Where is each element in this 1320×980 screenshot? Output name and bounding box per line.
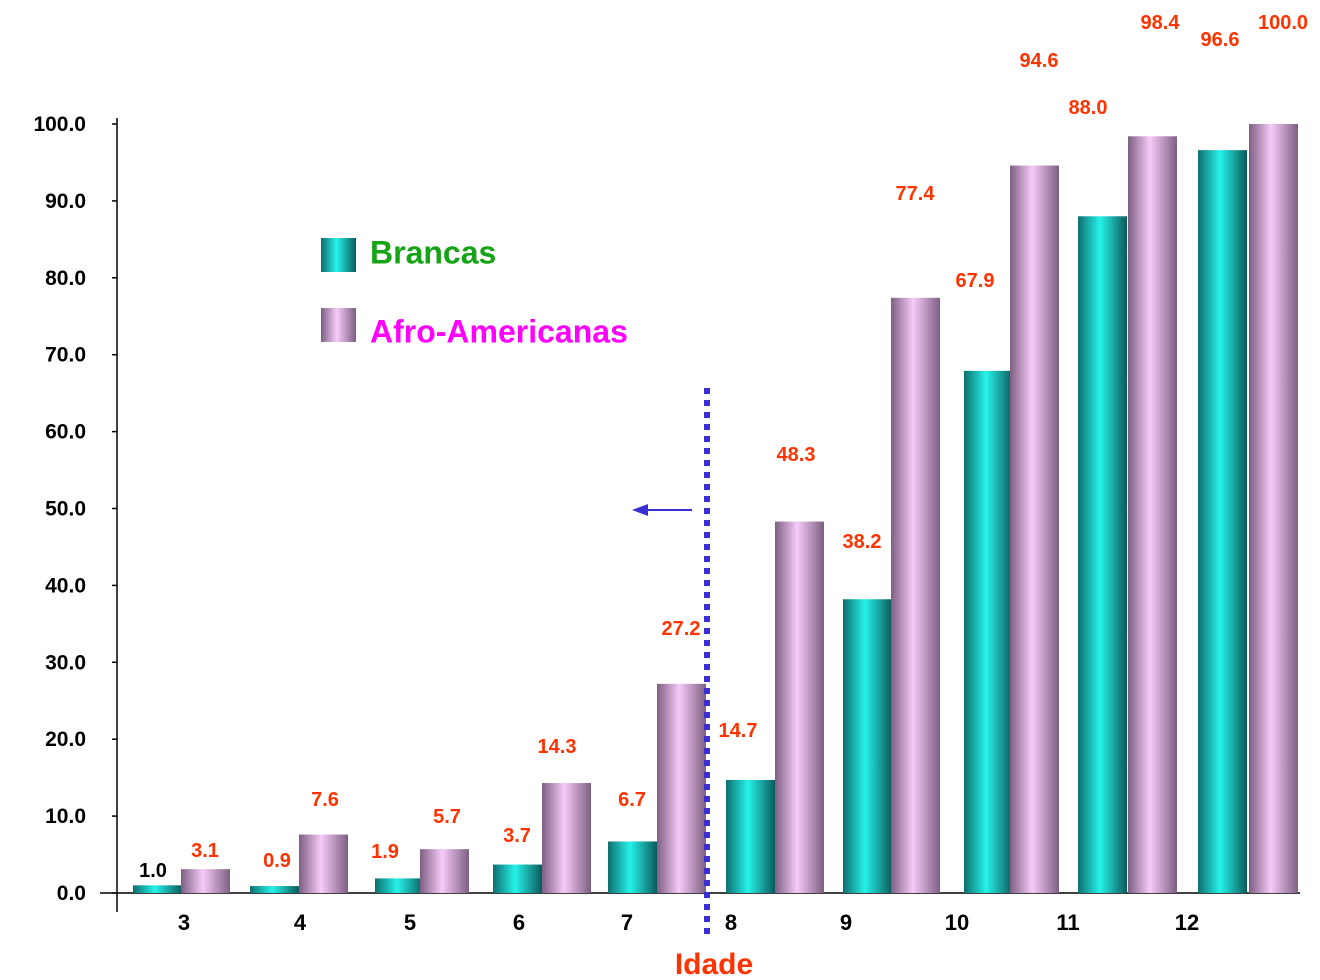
brancas-bar xyxy=(964,371,1013,893)
brancas-value-label: 0.9 xyxy=(263,850,291,872)
y-tick-label: 80.0 xyxy=(45,267,86,290)
afro-bar xyxy=(775,522,824,893)
x-tick-label: 10 xyxy=(945,910,969,935)
y-tick-label: 30.0 xyxy=(45,651,86,674)
y-ticks: 0.0 10.0 20.0 30.0 40.0 50.0 60.0 70.0 80.0 90.0 1… xyxy=(33,113,117,905)
brancas-value-label: 1.0 xyxy=(139,860,167,882)
brancas-bar xyxy=(843,599,892,893)
x-tick-label: 4 xyxy=(294,910,307,935)
brancas-bar xyxy=(133,885,182,893)
legend-swatch-brancas xyxy=(321,238,356,272)
brancas-bar xyxy=(726,780,775,893)
brancas-value-label: 14.7 xyxy=(719,720,758,742)
y-tick-label: 100.0 xyxy=(33,113,86,136)
y-tick-label: 10.0 xyxy=(45,805,86,828)
legend: Brancas Afro-Americanas xyxy=(321,234,628,349)
brancas-value-label: 38.2 xyxy=(843,531,882,553)
y-tick-label: 60.0 xyxy=(45,421,86,444)
afro-bar xyxy=(181,869,230,893)
afro-bar xyxy=(542,783,591,893)
y-tick-label: 20.0 xyxy=(45,728,86,751)
afro-value-label: 94.6 xyxy=(1020,50,1059,72)
x-tick-label: 11 xyxy=(1056,910,1079,935)
brancas-bar xyxy=(250,886,299,893)
brancas-bar xyxy=(1198,150,1247,893)
y-tick-label: 0.0 xyxy=(57,882,86,905)
afro-bar xyxy=(299,835,348,893)
brancas-value-label: 3.7 xyxy=(503,825,531,847)
afro-value-label: 27.2 xyxy=(662,618,701,640)
afro-value-label: 77.4 xyxy=(896,183,936,205)
x-tick-label: 5 xyxy=(404,910,416,935)
afro-value-label: 14.3 xyxy=(538,736,577,758)
brancas-bar xyxy=(493,865,542,893)
x-tick-label: 12 xyxy=(1175,910,1199,935)
left-arrow-icon xyxy=(632,504,648,516)
y-tick-label: 50.0 xyxy=(45,498,86,521)
legend-label-afro: Afro-Americanas xyxy=(370,313,628,349)
x-tick-label: 7 xyxy=(621,910,633,935)
y-tick-label: 70.0 xyxy=(45,344,86,367)
afro-bar xyxy=(1249,124,1298,893)
x-tick-label: 3 xyxy=(178,910,190,935)
afro-bar xyxy=(1128,136,1177,893)
x-tick-label: 9 xyxy=(840,910,852,935)
afro-bar xyxy=(1010,166,1059,893)
brancas-bar xyxy=(608,841,657,893)
x-tick-label: 6 xyxy=(513,910,525,935)
x-tick-label: 8 xyxy=(725,910,737,935)
afro-value-label: 7.6 xyxy=(311,789,339,811)
afro-value-label: 98.4 xyxy=(1141,12,1181,34)
brancas-value-label: 96.6 xyxy=(1201,29,1240,51)
legend-swatch-afro xyxy=(321,308,356,342)
afro-value-label: 100.0 xyxy=(1258,12,1308,34)
brancas-value-label: 88.0 xyxy=(1069,97,1108,119)
brancas-bar xyxy=(1078,216,1127,893)
brancas-value-label: 6.7 xyxy=(618,789,646,811)
afro-value-label: 5.7 xyxy=(433,806,461,828)
afro-value-label: 3.1 xyxy=(191,840,219,862)
y-tick-label: 40.0 xyxy=(45,574,86,597)
bars xyxy=(133,124,1298,893)
afro-value-label: 48.3 xyxy=(777,444,816,466)
afro-bar xyxy=(891,298,940,893)
afro-bar xyxy=(657,684,706,893)
brancas-value-label: 1.9 xyxy=(371,841,399,863)
x-ticks: 3 4 5 6 7 8 9 10 11 12 xyxy=(178,910,1199,935)
legend-label-brancas: Brancas xyxy=(370,234,496,270)
brancas-bar xyxy=(375,878,424,893)
x-axis-label: Idade xyxy=(675,948,753,980)
afro-bar xyxy=(420,849,469,893)
y-tick-label: 90.0 xyxy=(45,190,86,213)
brancas-value-label: 67.9 xyxy=(956,270,995,292)
